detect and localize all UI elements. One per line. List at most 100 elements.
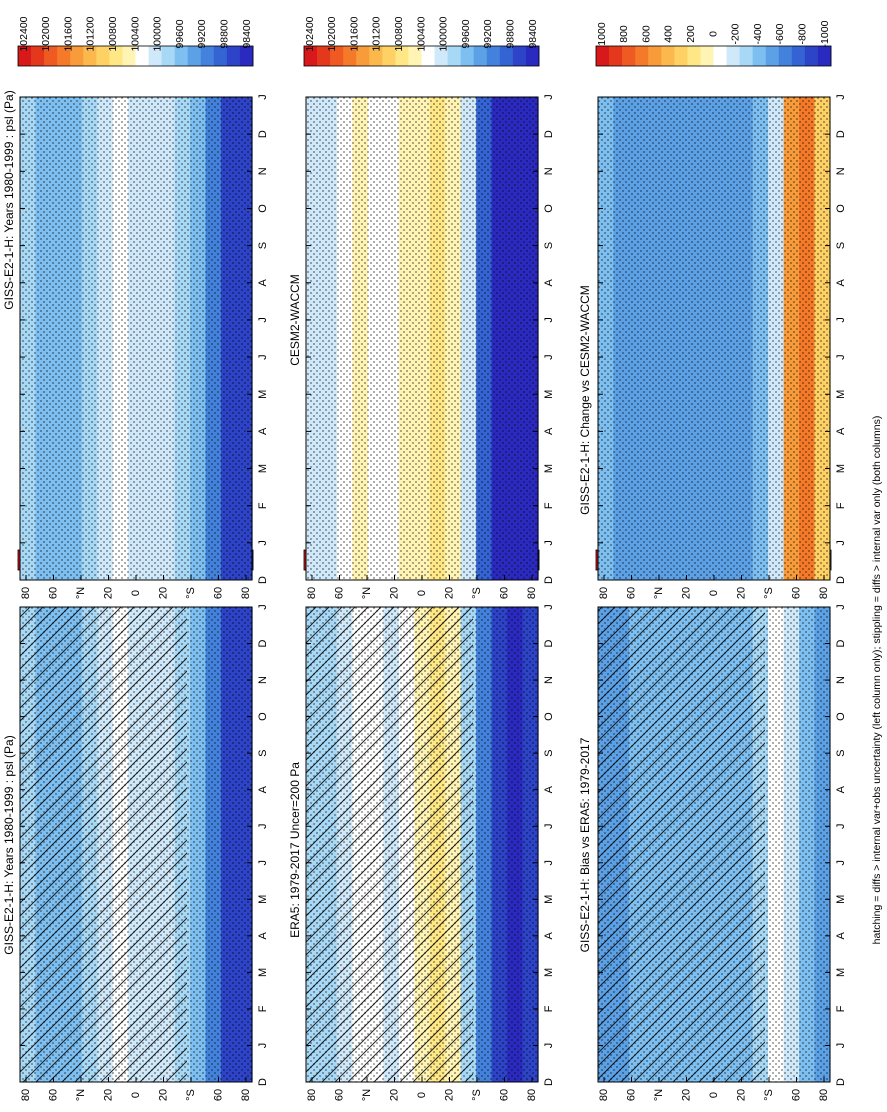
x-tick-label: M [543, 895, 555, 904]
x-tick-label: M [835, 464, 847, 473]
y-tick-label: °N [75, 587, 87, 599]
x-tick-label: J [835, 1043, 847, 1049]
colorbar-label: 102000 [326, 16, 338, 51]
colorbar-swatch [369, 46, 383, 66]
x-tick-label: J [835, 317, 847, 323]
colorbar-label: 102000 [40, 16, 52, 51]
x-tick-label: N [543, 167, 555, 175]
colorbar-swatch [330, 46, 344, 66]
y-tick-label: 20 [680, 1089, 692, 1101]
colorbar-swatch [187, 46, 202, 66]
stippling-overlay [306, 607, 538, 1082]
y-tick-label: °N [361, 1089, 373, 1101]
colorbar-swatch [609, 46, 623, 66]
x-tick-label: J [257, 317, 269, 323]
colorbar-swatch [661, 46, 675, 66]
colorbar-swatch [109, 46, 123, 66]
x-tick-label: S [543, 749, 555, 756]
colorbar-swatch [778, 46, 793, 66]
y-tick-label: 20 [735, 1089, 747, 1101]
y-tick-label: 80 [240, 587, 252, 599]
y-tick-label: 60 [498, 587, 510, 599]
colorbar-label: 98800 [504, 19, 516, 48]
colorbar-swatch [18, 46, 32, 66]
colorbar-swatch [200, 46, 215, 66]
x-tick-label: M [543, 968, 555, 977]
colorbar-swatch [635, 46, 649, 66]
x-tick-label: N [543, 676, 555, 684]
y-tick-label: °S [763, 587, 775, 599]
y-tick-label: °S [471, 1089, 483, 1101]
colorbar-swatch [447, 46, 462, 66]
panel-title: GISS-E2-1-H: Years 1980-1999 : psl (Pa) [2, 735, 16, 954]
colorbar-swatch [473, 46, 488, 66]
colorbar-label: 1000 [596, 22, 608, 46]
y-tick-label: 20 [680, 587, 692, 599]
x-tick-label: J [257, 823, 269, 829]
y-tick-label: 0 [416, 1092, 428, 1098]
colorbar-frame [303, 45, 540, 67]
x-tick-label: M [835, 390, 847, 399]
y-tick-label: 20 [102, 1089, 114, 1101]
x-tick-label: A [835, 785, 847, 793]
x-tick-label: D [257, 576, 269, 584]
x-tick-label: D [257, 1078, 269, 1086]
x-tick-label: M [257, 895, 269, 904]
y-tick-label: 60 [333, 587, 345, 599]
x-tick-label: J [543, 1043, 555, 1049]
x-tick-label: D [835, 1078, 847, 1086]
colorbar-label: -800 [796, 23, 808, 44]
figure-footnote: hatching = diffs > internal var+obs unce… [871, 416, 883, 945]
colorbar-label: 99200 [196, 19, 208, 48]
y-tick-label: 80 [306, 587, 318, 599]
y-tick-label: 20 [735, 587, 747, 599]
x-tick-label: A [835, 427, 847, 435]
colorbar-label: -1000 [819, 20, 831, 47]
y-tick-label: 60 [625, 1089, 637, 1101]
colorbar-swatch [226, 46, 241, 66]
chart-panel-top-left: 80 60 °N 20 0 20 °S 60 80 D J F M A M J J A S O N D J GISS-E2-1… [2, 520, 269, 1101]
y-tick-label: 20 [157, 587, 169, 599]
y-tick-label: °N [653, 1089, 665, 1101]
colorbar-label: 99600 [174, 19, 186, 48]
y-tick-label: 0 [130, 1092, 142, 1098]
colorbar-swatch [791, 46, 806, 66]
colorbar-label: 101600 [348, 16, 360, 51]
panels-group: 80 60 °N 20 0 20 °S 60 80 D J F M A M J J A S O N D J GISS-E2-1… [2, 16, 847, 1101]
y-tick-label: °N [653, 587, 665, 599]
colorbar-swatch [648, 46, 662, 66]
colorbar-label: 100800 [393, 16, 405, 51]
x-tick-label: F [543, 1005, 555, 1012]
y-tick-label: 80 [240, 1089, 252, 1101]
y-tick-label: 60 [47, 1089, 59, 1101]
y-tick-label: °N [75, 1089, 87, 1101]
colorbar-label: 600 [640, 25, 652, 43]
x-tick-label: D [543, 1078, 555, 1086]
colorbar-label: 100400 [129, 16, 141, 51]
x-tick-label: A [543, 278, 555, 286]
x-tick-label: J [835, 94, 847, 100]
x-tick-label: A [257, 278, 269, 286]
colorbar-label: 100800 [107, 16, 119, 51]
y-tick-label: 60 [212, 587, 224, 599]
colorbar-swatch [239, 46, 254, 66]
x-tick-label: F [543, 502, 555, 509]
chart-panel-bottom-right: 80 60 °N 20 0 20 °S 60 80DJFMAMJJASONDJGISS-E2-1… [578, 20, 847, 599]
colorbar-label: 98400 [527, 19, 539, 48]
x-tick-label: O [835, 204, 847, 213]
x-tick-label: S [257, 242, 269, 249]
colorbar: 102400 102000 101600 101200 100800 100400 1000… [303, 16, 540, 67]
y-tick-label: °N [361, 587, 373, 599]
panel-title: GISS-E2-1-H: Change vs CESM2-WACCM [578, 285, 592, 515]
y-tick-label: 0 [130, 590, 142, 596]
colorbar: 102400 102000 101600 101200 100800 100400 1000… [17, 16, 254, 67]
y-tick-label: 80 [526, 587, 538, 599]
colorbar-swatch [817, 46, 832, 66]
colorbar-label: 101200 [85, 16, 97, 51]
colorbar-label: 100000 [152, 16, 164, 51]
y-tick-label: 20 [443, 1089, 455, 1101]
y-tick-label: 60 [790, 1089, 802, 1101]
x-tick-label: S [257, 749, 269, 756]
colorbar-swatch [135, 46, 149, 66]
